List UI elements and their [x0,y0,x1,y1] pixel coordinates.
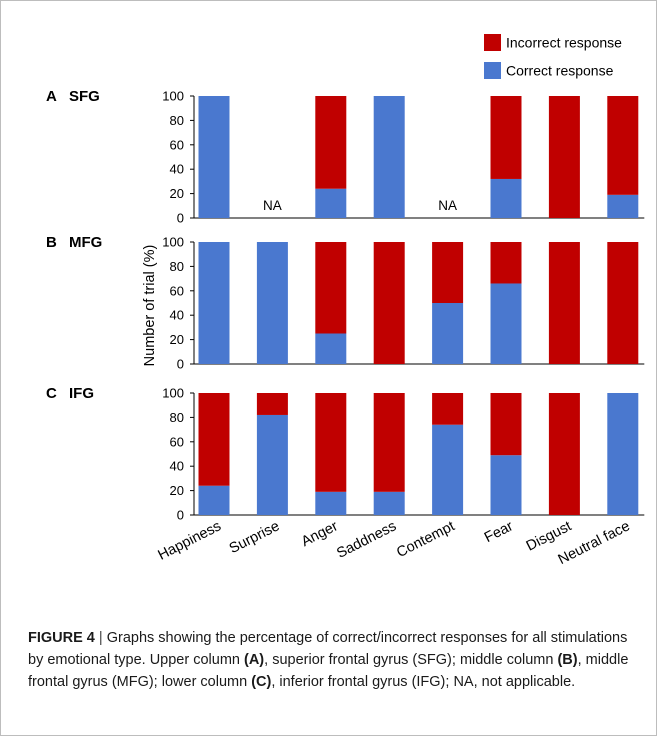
x-category-label-fear: Fear [482,518,516,546]
caption-text-2: , superior frontal gyrus (SFG); middle c… [264,652,558,668]
bar-incorrect-mfg-anger [315,242,347,334]
y-tick-label-ifg-40: 40 [170,459,184,474]
bar-correct-ifg-happiness [198,485,230,515]
bar-correct-ifg-surprise [256,414,288,515]
na-label-sfg-surprise: NA [263,198,282,213]
stacked-bar-chart: Incorrect response Correct response Number… [46,34,645,568]
panel-title-sfg: SFG [69,88,100,105]
figure-caption: FIGURE 4 | Graphs showing the percentage… [28,627,638,693]
caption-ref-b: (B) [557,652,578,668]
y-tick-label-ifg-20: 20 [170,483,184,498]
bar-correct-ifg-anger [315,491,347,515]
bar-incorrect-sfg-fear [490,96,522,179]
bar-incorrect-ifg-disgust [548,393,580,515]
bar-incorrect-sfg-anger [315,96,347,189]
bar-incorrect-ifg-happiness [198,393,230,486]
caption-text-3: , middle frontal gyrus (MFG); lower colu… [28,652,629,690]
bar-correct-sfg-happiness [198,96,230,218]
y-tick-label-ifg-100: 100 [162,386,184,401]
x-category-label-saddness: Saddness [334,518,399,562]
bar-correct-mfg-fear [490,283,522,364]
bar-incorrect-mfg-neutral-face [607,242,639,364]
y-tick-label-mfg-100: 100 [162,235,184,250]
panel-letter-sfg: A [46,88,57,105]
x-category-label-happiness: Happiness [156,518,224,563]
x-category-label-surprise: Surprise [227,518,282,557]
caption-separator: | [98,630,103,646]
legend-swatch-correct [484,62,501,79]
y-tick-label-mfg-60: 60 [170,283,184,298]
bar-correct-mfg-contempt [432,303,464,364]
y-tick-label-sfg-20: 20 [170,186,184,201]
na-label-sfg-contempt: NA [438,198,457,213]
bar-incorrect-ifg-surprise [256,393,288,415]
y-tick-label-sfg-80: 80 [170,113,184,128]
y-tick-label-sfg-60: 60 [170,137,184,152]
bar-incorrect-ifg-saddness [373,393,405,492]
caption-text-4: , inferior frontal gyrus (IFG); NA, not … [271,674,576,690]
figure-label: FIGURE 4 [28,630,95,646]
x-category-label-contempt: Contempt [394,518,457,561]
caption-text-1: Graphs showing the percentage of correct… [28,630,628,668]
bar-correct-sfg-saddness [373,96,405,218]
bar-incorrect-mfg-contempt [432,242,464,303]
caption-ref-a: (A) [244,652,265,668]
bar-incorrect-ifg-fear [490,393,522,456]
bar-correct-ifg-fear [490,455,522,515]
caption-ref-c: (C) [251,674,272,690]
y-tick-label-ifg-0: 0 [177,508,184,523]
panel-title-ifg: IFG [69,385,94,402]
bar-incorrect-ifg-contempt [432,393,464,425]
panel-title-mfg: MFG [69,234,102,251]
bar-correct-sfg-neutral-face [607,194,639,218]
y-tick-label-mfg-0: 0 [177,357,184,372]
bar-incorrect-mfg-fear [490,242,522,284]
bar-incorrect-mfg-disgust [548,242,580,364]
bar-correct-mfg-anger [315,333,347,364]
bar-correct-mfg-surprise [256,242,288,364]
y-tick-label-mfg-20: 20 [170,332,184,347]
bar-correct-sfg-fear [490,178,522,218]
y-tick-label-sfg-40: 40 [170,162,184,177]
y-tick-label-ifg-60: 60 [170,434,184,449]
y-tick-label-sfg-100: 100 [162,89,184,104]
y-tick-label-mfg-80: 80 [170,259,184,274]
x-category-label-anger: Anger [299,518,341,550]
bar-correct-ifg-saddness [373,491,405,515]
bar-incorrect-ifg-anger [315,393,347,492]
bar-correct-ifg-neutral-face [607,393,639,515]
panel-letter-ifg: C [46,385,57,402]
y-axis-label: Number of trial (%) [142,245,158,367]
legend-label-correct: Correct response [506,63,614,79]
y-tick-label-ifg-80: 80 [170,410,184,425]
y-tick-label-mfg-40: 40 [170,308,184,323]
bar-incorrect-sfg-disgust [548,96,580,218]
bar-incorrect-sfg-neutral-face [607,96,639,195]
legend-swatch-incorrect [484,34,501,51]
y-tick-label-sfg-0: 0 [177,211,184,226]
bar-incorrect-mfg-saddness [373,242,405,364]
bar-correct-sfg-anger [315,188,347,218]
bar-correct-mfg-happiness [198,242,230,364]
panel-letter-mfg: B [46,234,57,251]
bar-correct-ifg-contempt [432,424,464,515]
legend-label-incorrect: Incorrect response [506,35,622,51]
